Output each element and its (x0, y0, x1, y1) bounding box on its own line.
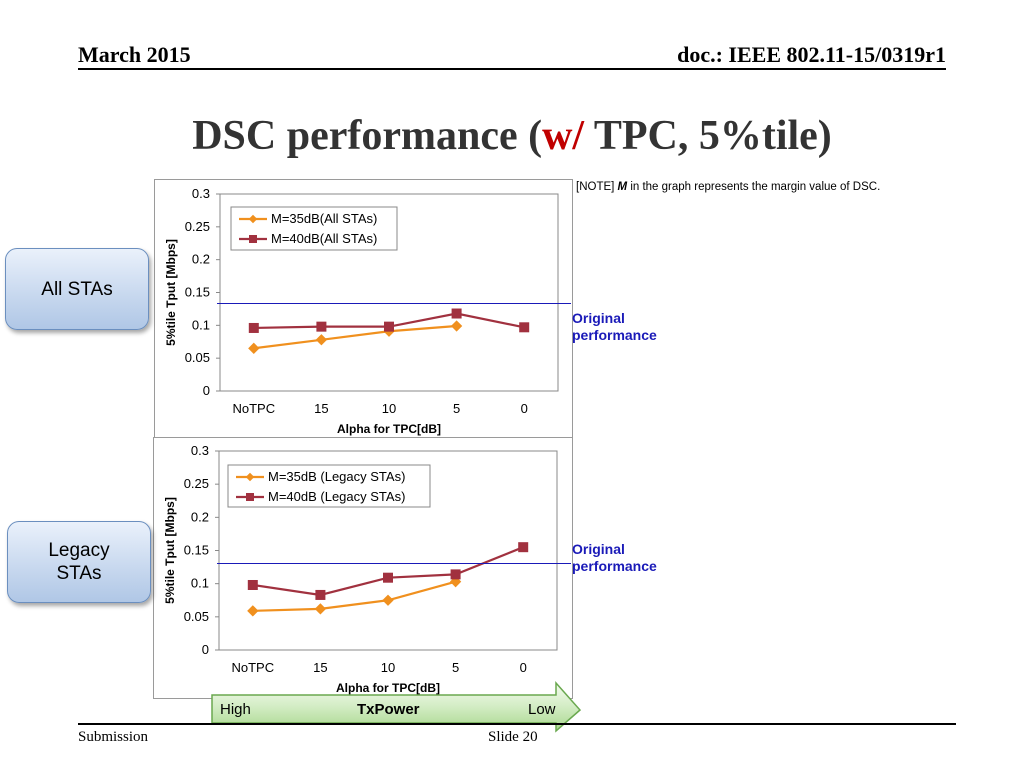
legend-entry: M=35dB (Legacy STAs) (268, 469, 405, 484)
x-tick-label: 0 (520, 660, 527, 675)
header-doc-id: doc.: IEEE 802.11-15/0319r1 (677, 42, 946, 67)
data-point-diamond (450, 320, 463, 332)
legacy-label-line2: STAs (56, 563, 102, 584)
chart-legacy-stas: 0 0.05 0.1 0.15 0.2 0.25 0.3 NoTPC 15 10 5 0 Alpha f… (153, 437, 573, 699)
data-point-square (519, 322, 530, 333)
footer-divider (78, 723, 956, 725)
data-point-square (383, 572, 393, 583)
legend-box (230, 206, 398, 251)
note-m: M (617, 181, 628, 193)
y-tick-label: 0.25 (185, 219, 210, 234)
data-point-square (450, 569, 461, 580)
legend-entry: M=40dB (Legacy STAs) (268, 489, 405, 504)
x-tick-label: NoTPC (231, 660, 274, 675)
y-axis-label: 5%tile Tput [Mbps] (164, 239, 178, 346)
data-point-square (247, 579, 258, 590)
x-axis-label: Alpha for TPC[dB] (337, 422, 441, 436)
all-stas-label: All STAs (41, 278, 113, 300)
data-point-diamond (247, 605, 259, 617)
legend-entry: M=35dB(All STAs) (271, 211, 377, 226)
legend-entry: M=40dB(All STAs) (271, 231, 377, 246)
data-point-diamond (315, 334, 328, 346)
y-tick-label: 0.3 (192, 186, 210, 201)
y-tick-label: 0.2 (191, 509, 209, 524)
footer-slide-number: Slide 20 (488, 729, 538, 745)
original-performance-label-all: Original performance (572, 310, 657, 344)
original-performance-line-all (217, 303, 571, 304)
footer-submission: Submission (78, 729, 149, 745)
y-tick-label: 0.2 (192, 252, 210, 267)
all-stas-label-box: All STAs (5, 248, 149, 330)
legend-marker (245, 472, 255, 482)
data-point-square (248, 322, 259, 333)
y-tick-label: 0.1 (191, 576, 209, 591)
data-point-square (384, 321, 394, 332)
arrow-high-label: High (220, 701, 251, 718)
x-tick-label: 15 (313, 660, 327, 675)
chart-all-stas-svg: 0 0.05 0.1 0.15 0.2 0.25 0.3 NoTPC 15 10 5 0 Alpha f… (164, 186, 559, 436)
legend-box (227, 464, 431, 508)
chart-all-stas: 0 0.05 0.1 0.15 0.2 0.25 0.3 NoTPC 15 10 5 0 Alpha f… (154, 179, 573, 439)
y-tick-label: 0.1 (192, 317, 210, 332)
x-axis-label: Alpha for TPC[dB] (336, 681, 440, 695)
y-tick-label: 0.15 (184, 543, 209, 558)
header-divider (78, 68, 946, 70)
data-point-diamond (248, 342, 260, 354)
graph-note: [NOTE] M in the graph represents the mar… (576, 181, 880, 193)
legacy-stas-label-box: Legacy STAs (7, 521, 151, 603)
data-point-square (316, 321, 327, 332)
note-suffix: in the graph represents the margin value… (627, 181, 881, 193)
x-tick-label: 5 (453, 401, 460, 416)
y-tick-label: 0.05 (185, 350, 210, 365)
original-label-line2: performance (572, 558, 657, 574)
y-tick-label: 0.3 (191, 443, 209, 458)
x-tick-label: NoTPC (232, 401, 275, 416)
note-prefix: [NOTE] (576, 181, 618, 193)
y-tick-label: 0.25 (184, 476, 209, 491)
legend-marker (249, 235, 257, 243)
original-label-line1: Original (572, 541, 625, 557)
x-tick-label: 0 (521, 401, 528, 416)
header-date: March 2015 (78, 42, 191, 67)
series-line-2 (252, 546, 524, 597)
data-point-diamond (314, 603, 327, 615)
x-tick-label: 15 (314, 401, 328, 416)
chart-legacy-stas-svg: 0 0.05 0.1 0.15 0.2 0.25 0.3 NoTPC 15 10 5 0 Alpha f… (163, 443, 558, 695)
arrow-low-label: Low (528, 701, 556, 718)
y-tick-label: 0.05 (184, 609, 209, 624)
data-point-square (315, 589, 326, 600)
original-performance-line-legacy (217, 563, 571, 564)
original-performance-label-legacy: Original performance (572, 541, 657, 575)
x-tick-label: 10 (382, 401, 396, 416)
data-point-diamond (382, 594, 394, 606)
data-point-square (518, 542, 529, 553)
x-tick-label: 5 (452, 660, 459, 675)
legacy-label-line1: Legacy (48, 540, 110, 561)
legend-marker (246, 493, 254, 501)
series-line-1 (252, 580, 456, 612)
y-tick-label: 0 (202, 642, 209, 657)
x-tick-label: 10 (381, 660, 395, 675)
y-tick-label: 0.15 (185, 285, 210, 300)
series-line-1 (253, 324, 457, 350)
title-accent: w/ (542, 113, 585, 159)
arrow-txpower-label: TxPower (357, 701, 420, 718)
original-label-line2: performance (572, 327, 657, 343)
data-point-square (451, 308, 462, 319)
slide-title: DSC performance (w/ TPC, 5%tile) (0, 112, 1024, 160)
y-axis-label: 5%tile Tput [Mbps] (163, 497, 177, 604)
title-main: DSC performance ( (192, 113, 543, 159)
y-tick-label: 0 (203, 383, 210, 398)
title-rest: TPC, 5%tile) (584, 113, 832, 159)
original-label-line1: Original (572, 310, 625, 326)
